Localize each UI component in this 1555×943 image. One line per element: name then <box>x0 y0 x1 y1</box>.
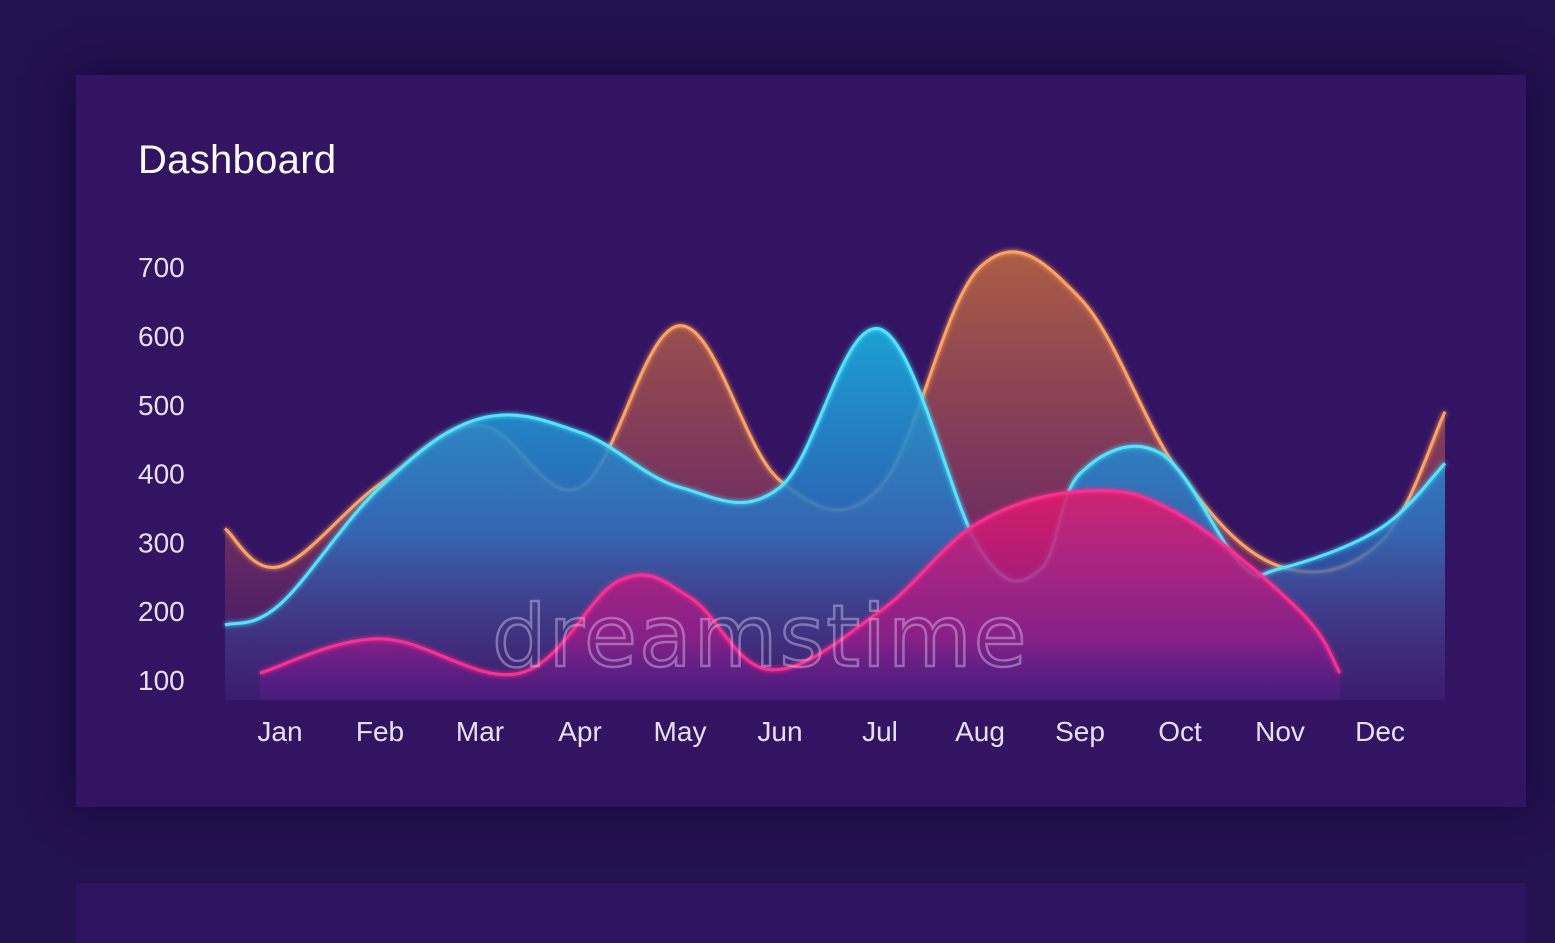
x-tick-label: Aug <box>955 716 1005 747</box>
y-tick-label: 400 <box>138 459 185 490</box>
x-tick-label: May <box>654 716 707 747</box>
x-tick-label: Oct <box>1158 716 1202 747</box>
x-tick-label: Mar <box>456 716 504 747</box>
x-tick-label: Jan <box>257 716 302 747</box>
x-tick-label: Dec <box>1355 716 1405 747</box>
area-chart: 700 600 500 400 300 200 100 Jan Feb Mar Apr May Jun… <box>138 250 1447 747</box>
y-tick-label: 100 <box>138 665 185 696</box>
pink-series-area <box>260 490 1340 700</box>
x-tick-label: Nov <box>1255 716 1305 747</box>
pink-series-line <box>259 489 1342 677</box>
watermark-text: dreamstime <box>492 587 1029 687</box>
y-tick-label: 600 <box>138 321 185 352</box>
x-tick-label: Apr <box>558 716 602 747</box>
y-tick-label: 300 <box>138 527 185 558</box>
x-tick-label: Feb <box>356 716 404 747</box>
y-tick-label: 700 <box>138 252 185 283</box>
x-tick-label: Jun <box>757 716 802 747</box>
y-tick-label: 500 <box>138 390 185 421</box>
y-tick-label: 200 <box>138 596 185 627</box>
x-tick-label: Sep <box>1055 716 1105 747</box>
dashboard-title: Dashboard <box>138 138 337 182</box>
x-tick-label: Jul <box>862 716 898 747</box>
